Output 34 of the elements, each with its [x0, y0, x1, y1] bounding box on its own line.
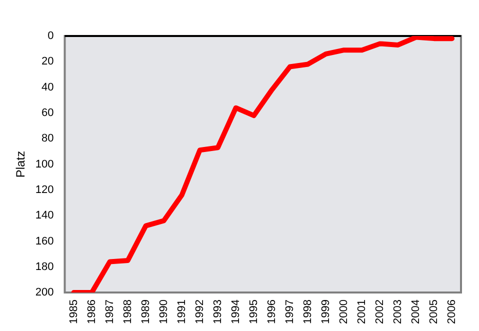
x-tick-label: 1992: [194, 300, 206, 324]
x-tick-label: 1989: [140, 300, 152, 324]
x-tick-label: 1999: [320, 300, 332, 324]
x-tick-label: 2000: [338, 300, 350, 324]
y-tick-label: 40: [42, 81, 54, 94]
x-tick-label: 1985: [68, 300, 80, 324]
x-tick-label: 1990: [158, 300, 170, 324]
y-tick-label: 100: [35, 158, 54, 170]
y-tick-label: 160: [35, 235, 54, 248]
y-tick-label: 20: [42, 56, 54, 68]
x-tick-label: 2003: [392, 300, 404, 324]
y-tick-label: 0: [48, 30, 54, 42]
y-tick-label: 200: [35, 286, 54, 299]
x-tick-label: 1988: [122, 300, 134, 324]
x-tick-label: 2004: [410, 300, 422, 324]
x-tick-label: 2001: [356, 300, 368, 324]
y-tick-label: 120: [35, 184, 54, 196]
x-tick-label: 1996: [266, 300, 278, 324]
y-tick-label: 180: [35, 260, 54, 273]
x-tick-label: 2006: [446, 300, 458, 324]
x-tick-label: 1991: [176, 300, 188, 324]
x-tick-label: 1998: [302, 300, 314, 324]
y-axis-title: Platz: [14, 150, 28, 178]
x-tick-label: 1995: [248, 300, 260, 324]
x-tick-label: 2005: [428, 300, 440, 324]
y-tick-label: 60: [42, 106, 54, 119]
x-tick-label: 1986: [86, 300, 98, 324]
x-tick-label: 1997: [284, 300, 296, 324]
x-tick-label: 2002: [374, 300, 386, 324]
y-tick-label: 80: [42, 132, 54, 145]
y-tick-label: 140: [35, 210, 54, 222]
x-tick-label: 1987: [104, 300, 116, 324]
x-tick-label: 1993: [212, 300, 224, 324]
x-tick-label: 1994: [230, 300, 242, 324]
